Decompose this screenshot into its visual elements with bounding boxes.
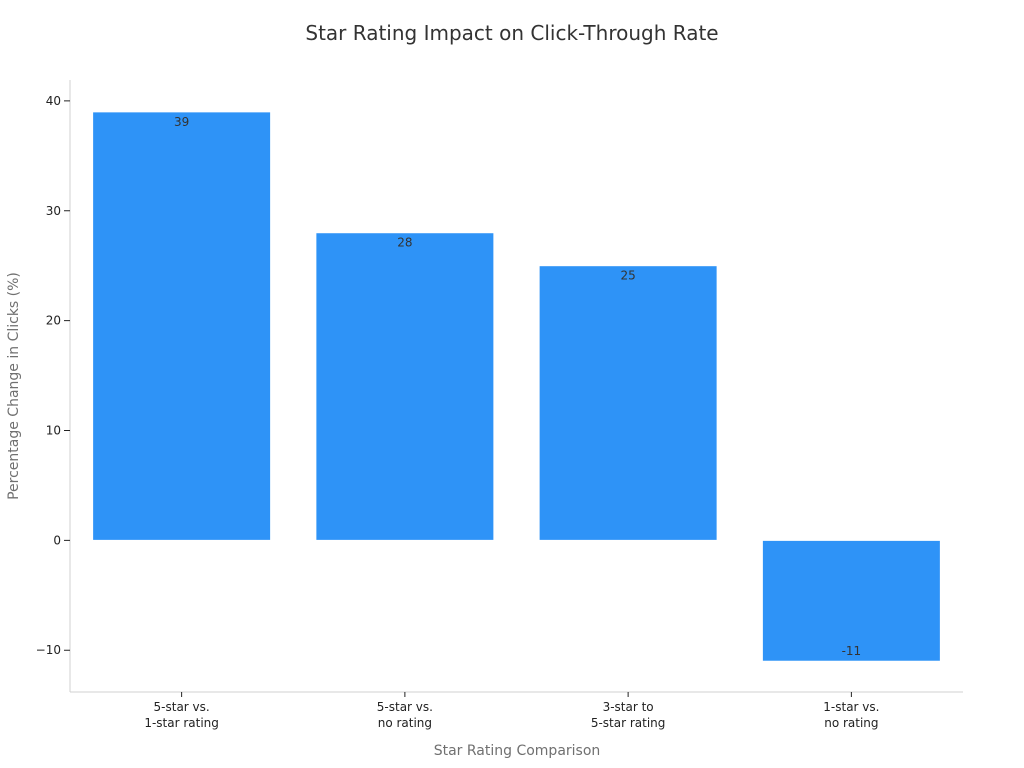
y-tick-label: 20 (46, 314, 61, 328)
bar (315, 232, 495, 541)
bar-value-label: 39 (174, 115, 189, 129)
x-axis-ticks: 5-star vs. 1-star rating 5-star vs. no rati… (144, 692, 879, 730)
y-tick-label: 0 (53, 533, 61, 547)
bar (761, 539, 941, 662)
x-tick-label: 3-star to 5-star rating (591, 700, 666, 730)
x-tick-label-line: 3-star to (603, 700, 654, 714)
x-tick-label-line: 5-star vs. (377, 700, 433, 714)
x-tick-label-line: no rating (824, 716, 878, 730)
bar-value-label: 28 (397, 236, 412, 250)
bar-value-label: -11 (842, 644, 862, 658)
y-axis-label: Percentage Change in Clicks (%) (6, 272, 22, 500)
y-tick-label: 40 (46, 94, 61, 108)
x-axis-label: Star Rating Comparison (434, 743, 601, 759)
x-tick-label-line: 1-star vs. (823, 700, 879, 714)
bar (538, 265, 718, 541)
x-tick-label-line: 5-star rating (591, 716, 666, 730)
bar (92, 111, 272, 541)
bar-value-label: 25 (620, 269, 635, 283)
chart-title: Star Rating Impact on Click-Through Rate (305, 21, 718, 45)
x-tick-label: 5-star vs. no rating (377, 700, 433, 730)
data-labels-group: 39 28 25 -11 (174, 115, 861, 658)
x-tick-label-line: 1-star rating (144, 716, 219, 730)
x-tick-label-line: 5-star vs. (154, 700, 210, 714)
y-tick-label: 10 (46, 423, 61, 437)
x-tick-label-line: no rating (378, 716, 432, 730)
y-tick-label: −10 (36, 643, 61, 657)
bars-group (92, 111, 941, 662)
y-tick-label: 30 (46, 204, 61, 218)
y-axis-ticks: −10 0 10 20 30 40 (36, 94, 70, 657)
x-tick-label: 5-star vs. 1-star rating (144, 700, 219, 730)
x-tick-label: 1-star vs. no rating (823, 700, 879, 730)
